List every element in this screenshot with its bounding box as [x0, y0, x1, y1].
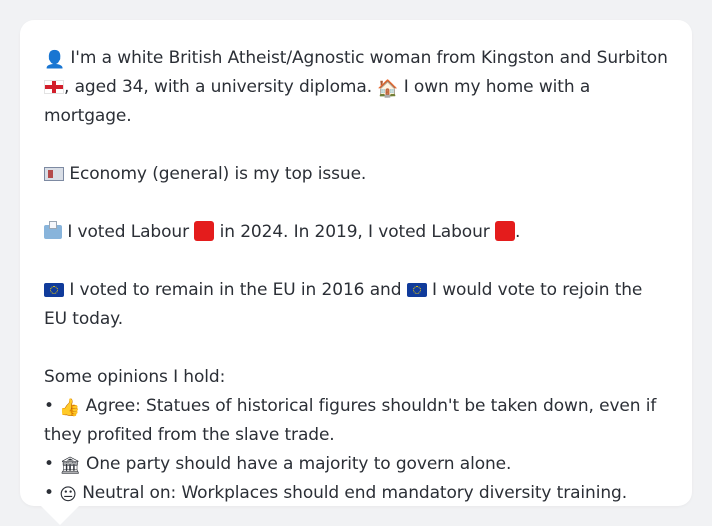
vote-text-c: . — [515, 222, 521, 242]
spacer — [44, 131, 668, 160]
neutral-face-icon: 😐 — [59, 485, 77, 505]
identity-text-a: I'm a white British Atheist/Agnostic wom… — [70, 48, 668, 68]
house-icon: 🏠 — [377, 79, 399, 99]
identity-line: 👤 I'm a white British Atheist/Agnostic w… — [44, 44, 668, 131]
persona-message-card: 👤 I'm a white British Atheist/Agnostic w… — [20, 20, 692, 506]
bullet: • — [44, 396, 54, 416]
spacer — [44, 334, 668, 363]
eu-line: I voted to remain in the EU in 2016 and … — [44, 276, 668, 334]
persona-text: 👤 I'm a white British Atheist/Agnostic w… — [44, 44, 668, 508]
eu-text-a: I voted to remain in the EU in 2016 and — [69, 280, 402, 300]
vote-text-a: I voted Labour — [67, 222, 189, 242]
labour-red-square-icon — [495, 221, 515, 241]
person-icon: 👤 — [44, 50, 66, 70]
identity-text-b: , aged 34, with a university diploma. — [64, 77, 373, 97]
spacer — [44, 247, 668, 276]
labour-red-square-icon — [194, 221, 215, 241]
eu-text-b: I would vote to rejoin the EU today. — [44, 280, 643, 329]
opinion-item-3: • 😐 Neutral on: Workplaces should end ma… — [44, 479, 668, 508]
bullet: • — [44, 454, 54, 474]
identity-text-c: I own my home with a mortgage. — [44, 77, 591, 126]
opinion-text: Agree: Statues of historical figures sho… — [44, 396, 657, 445]
eu-flag-icon — [44, 283, 64, 297]
opinion-item-1: • 👍 Agree: Statues of historical figures… — [44, 392, 668, 450]
opinion-item-2: • 🏛 One party should have a majority to … — [44, 450, 668, 479]
opinion-text: Neutral on: Workplaces should end mandat… — [82, 483, 628, 503]
classical-building-icon: 🏛 — [59, 456, 81, 476]
voting-history-line: I voted Labour in 2024. In 2019, I voted… — [44, 218, 668, 247]
eu-flag-icon — [406, 283, 427, 297]
top-issue-line: Economy (general) is my top issue. — [44, 160, 668, 189]
opinions-heading: Some opinions I hold: — [44, 367, 226, 387]
top-issue-text: Economy (general) is my top issue. — [69, 164, 367, 184]
england-flag-icon — [44, 80, 64, 94]
thumbs-up-icon: 👍 — [59, 398, 81, 418]
ballot-box-icon — [44, 221, 62, 239]
vote-text-b: in 2024. In 2019, I voted Labour — [219, 222, 490, 242]
opinion-text: One party should have a majority to gove… — [86, 454, 512, 474]
message-bubble-tail — [40, 505, 80, 525]
bullet: • — [44, 483, 54, 503]
spacer — [44, 189, 668, 218]
newspaper-icon — [44, 167, 64, 181]
